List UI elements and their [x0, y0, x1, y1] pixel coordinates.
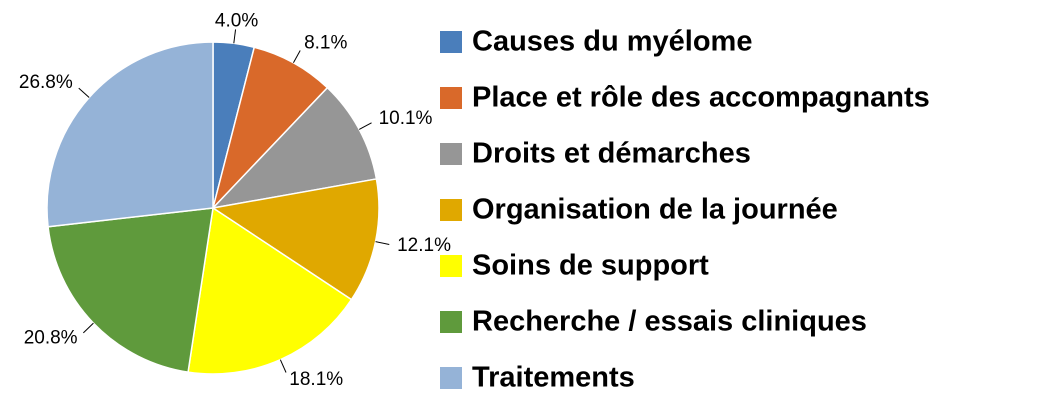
legend-label: Organisation de la journée	[472, 194, 838, 226]
leader-line	[78, 87, 90, 98]
legend-swatch	[440, 87, 462, 109]
pie-slice	[47, 207, 214, 373]
legend-label: Traitements	[472, 362, 635, 394]
legend-label: Droits et démarches	[472, 138, 751, 170]
value-label: 18.1%	[289, 369, 343, 390]
leader-line	[233, 29, 237, 44]
value-label: 10.1%	[379, 108, 433, 129]
leader-line	[279, 359, 287, 373]
value-label: 26.8%	[19, 72, 73, 93]
legend-label: Causes du myélome	[472, 26, 752, 58]
value-label: 4.0%	[215, 10, 258, 31]
legend-label: Place et rôle des accompagnants	[472, 82, 930, 114]
value-label: 20.8%	[24, 327, 78, 348]
leader-line	[292, 50, 301, 64]
legend-swatch	[440, 31, 462, 53]
value-label: 8.1%	[304, 33, 347, 54]
pie-slice	[46, 41, 214, 228]
leader-line	[375, 241, 390, 245]
legend-label: Soins de support	[472, 250, 709, 282]
legend-swatch	[440, 311, 462, 333]
legend-swatch	[440, 199, 462, 221]
legend-swatch	[440, 255, 462, 277]
pie-slice	[187, 206, 353, 375]
legend-swatch	[440, 143, 462, 165]
legend-swatch	[440, 367, 462, 389]
value-label: 12.1%	[397, 235, 451, 256]
legend-label: Recherche / essais cliniques	[472, 306, 867, 338]
leader-line	[358, 122, 372, 130]
leader-line	[82, 322, 94, 334]
